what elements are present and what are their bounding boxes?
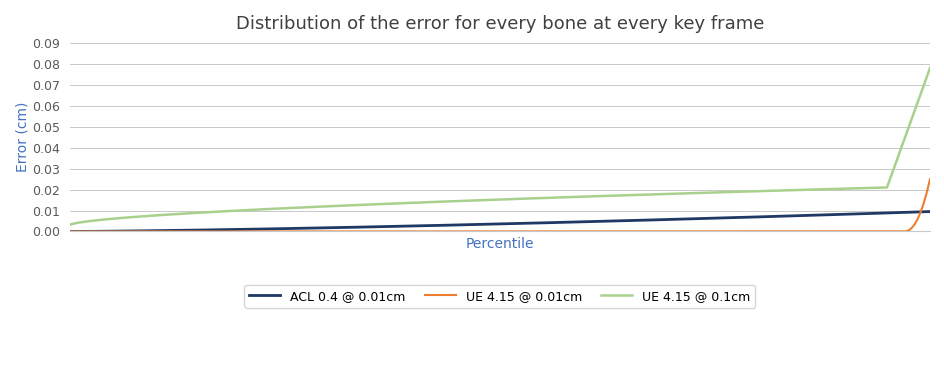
UE 4.15 @ 0.01cm [741,229,752,234]
Legend: ACL 0.4 @ 0.01cm, UE 4.15 @ 0.01cm, UE 4.15 @ 0.1cm: ACL 0.4 @ 0.01cm, UE 4.15 @ 0.01cm, UE 4… [244,285,754,308]
Line: UE 4.15 @ 0.01cm: UE 4.15 @ 0.01cm [70,179,929,232]
Y-axis label: Error (cm): Error (cm) [15,102,29,172]
UE 4.15 @ 0.1cm [459,199,470,203]
UE 4.15 @ 0.01cm [899,229,910,233]
UE 4.15 @ 0.1cm [481,198,493,202]
UE 4.15 @ 0.1cm [108,216,119,221]
UE 4.15 @ 0.1cm [64,223,76,227]
UE 4.15 @ 0.1cm [899,135,910,139]
ACL 0.4 @ 0.01cm [108,229,119,233]
UE 4.15 @ 0.1cm [898,136,909,141]
UE 4.15 @ 0.01cm [898,229,909,233]
ACL 0.4 @ 0.01cm [899,210,910,215]
Line: UE 4.15 @ 0.1cm: UE 4.15 @ 0.1cm [70,68,929,225]
ACL 0.4 @ 0.01cm [481,222,493,227]
UE 4.15 @ 0.01cm [459,229,470,234]
ACL 0.4 @ 0.01cm [741,215,752,219]
ACL 0.4 @ 0.01cm [898,210,909,215]
Line: ACL 0.4 @ 0.01cm: ACL 0.4 @ 0.01cm [70,211,929,232]
UE 4.15 @ 0.1cm [923,66,935,70]
UE 4.15 @ 0.1cm [741,189,752,194]
UE 4.15 @ 0.01cm [923,177,935,182]
Title: Distribution of the error for every bone at every key frame: Distribution of the error for every bone… [235,15,763,33]
ACL 0.4 @ 0.01cm [64,229,76,234]
ACL 0.4 @ 0.01cm [923,209,935,214]
UE 4.15 @ 0.01cm [64,229,76,234]
X-axis label: Percentile: Percentile [465,237,533,251]
ACL 0.4 @ 0.01cm [459,222,470,227]
UE 4.15 @ 0.01cm [481,229,493,234]
UE 4.15 @ 0.01cm [108,229,119,234]
